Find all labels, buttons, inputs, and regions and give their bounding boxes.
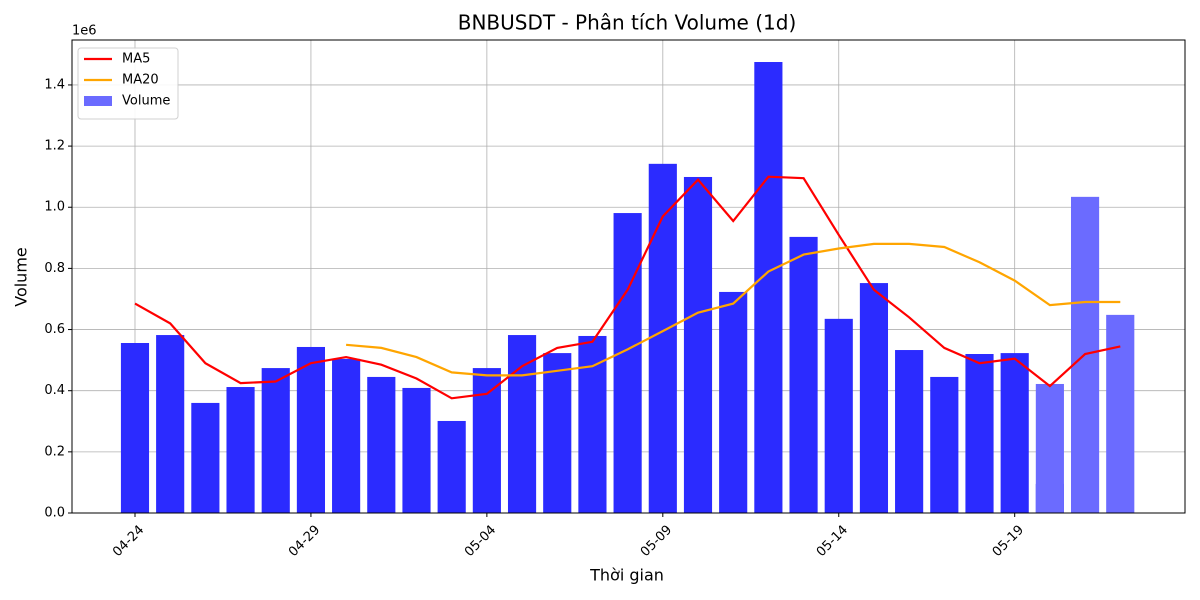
y-tick-label: 1.4	[44, 77, 65, 92]
y-axis-label: Volume	[12, 247, 31, 307]
line	[134, 175, 1121, 400]
bar	[120, 343, 150, 513]
y-tick-label: 0.2	[44, 444, 65, 459]
bar	[367, 376, 396, 513]
bar	[683, 176, 713, 514]
legend-swatch	[84, 96, 112, 106]
bar	[261, 368, 290, 513]
y-tick-label: 0.8	[44, 261, 65, 276]
bar	[437, 420, 466, 513]
bar	[613, 213, 642, 513]
bar	[965, 354, 994, 513]
y-tick-label: 1.0	[44, 200, 65, 215]
line	[346, 242, 1121, 377]
bar	[895, 350, 924, 513]
y-tick-label: 0.0	[44, 506, 65, 521]
plot-frame	[71, 39, 1186, 514]
legend-label: MA5	[122, 52, 150, 67]
legend: MA5 MA20 Volume	[77, 47, 179, 120]
bar	[824, 318, 853, 513]
chart-title: BNBUSDT - Phân tích Volume (1d)	[458, 11, 797, 35]
x-axis-label: Thời gian	[589, 566, 664, 585]
y-offset-label: 1e6	[72, 24, 97, 39]
bar	[296, 346, 326, 513]
bar	[859, 283, 889, 513]
y-tick-label: 0.6	[44, 322, 65, 337]
bar	[648, 163, 677, 513]
bar	[1035, 383, 1064, 513]
bar	[191, 402, 220, 513]
bar	[543, 353, 572, 513]
bar	[789, 236, 818, 514]
bar	[472, 368, 501, 513]
bar	[930, 376, 959, 513]
bar	[754, 62, 783, 513]
bar	[402, 387, 431, 513]
bar	[226, 387, 255, 513]
bar	[1000, 353, 1029, 513]
bar	[332, 358, 361, 513]
bar	[507, 335, 537, 513]
bar	[1106, 314, 1135, 513]
y-tick-label: 0.4	[44, 383, 65, 398]
bar	[156, 335, 185, 513]
legend-label: Volume	[122, 94, 170, 109]
y-tick-label: 1.2	[44, 139, 65, 154]
legend-label: MA20	[122, 73, 159, 88]
bar	[719, 291, 748, 513]
